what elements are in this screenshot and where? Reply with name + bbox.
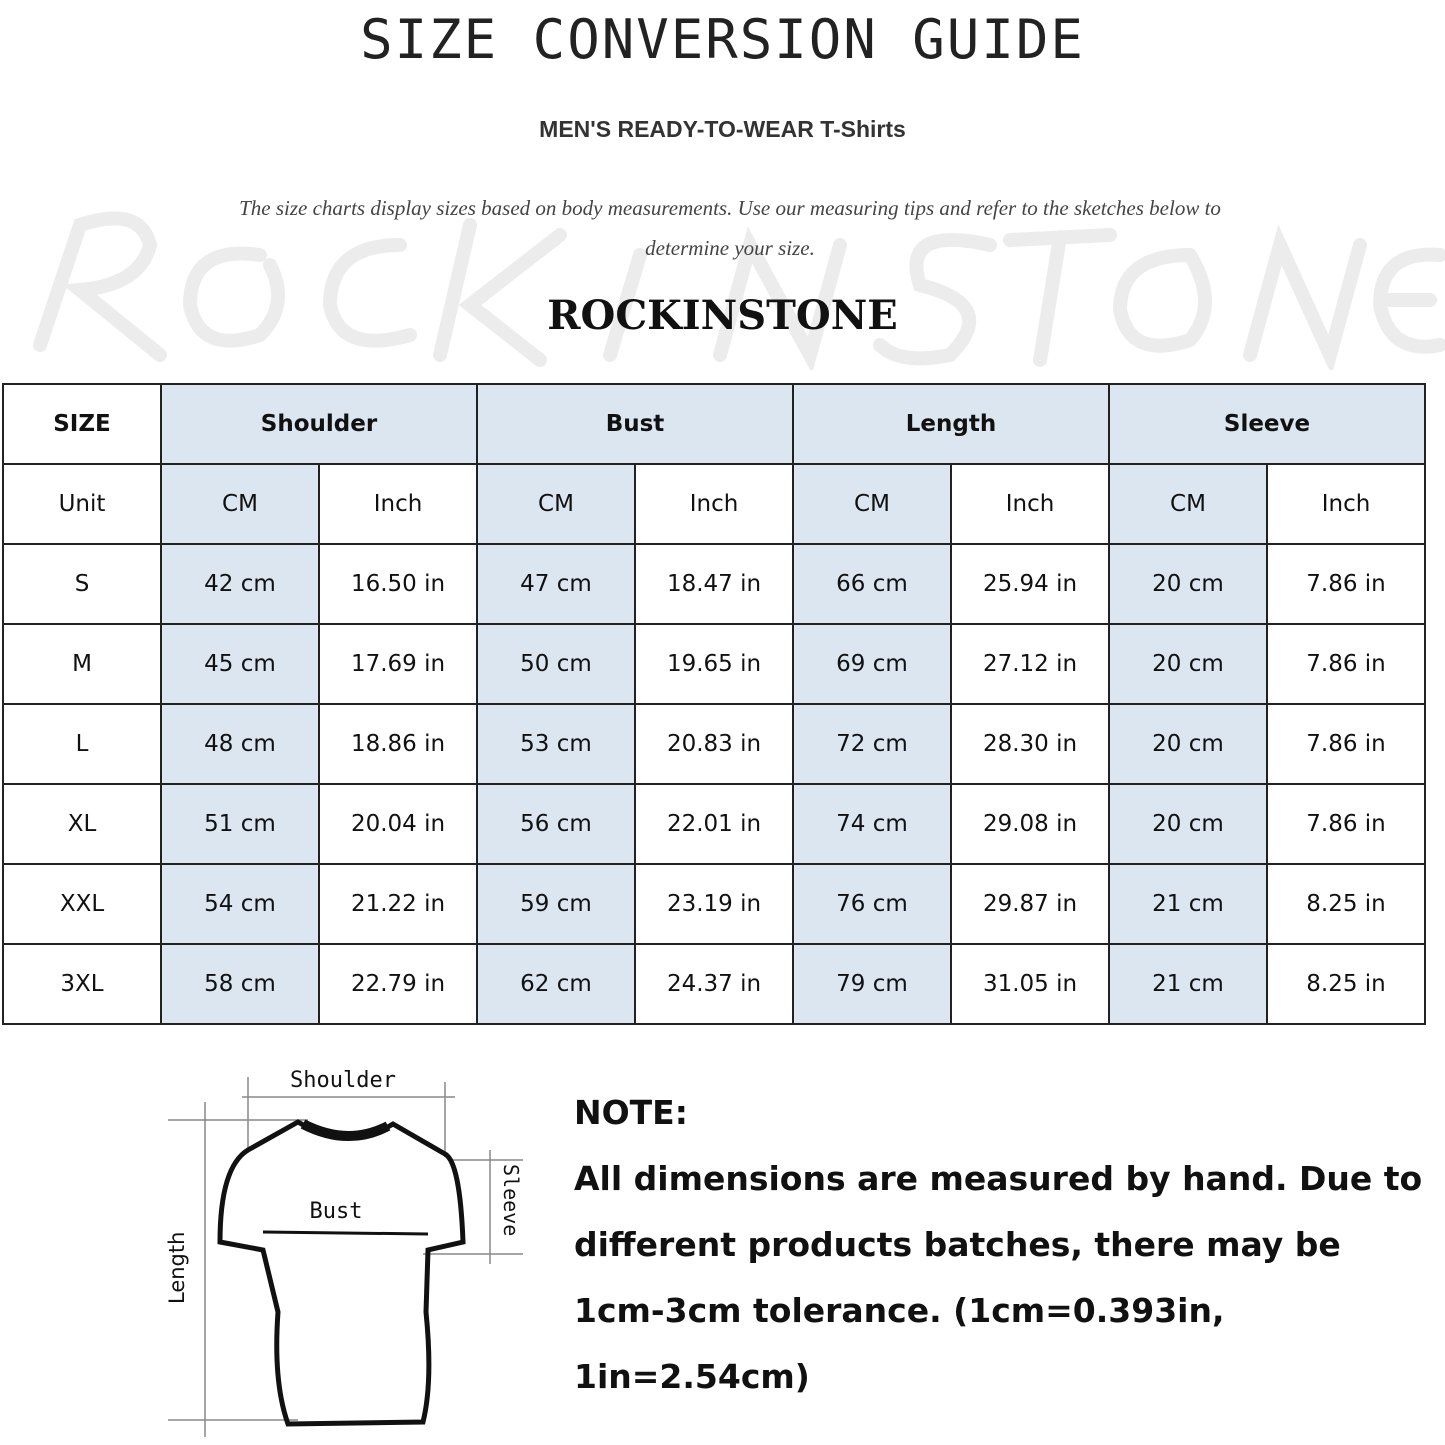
shoulder-label: Shoulder	[290, 1068, 396, 1093]
inch-value-cell: 17.69 in	[318, 623, 478, 705]
inch-header: Inch	[950, 463, 1110, 545]
bust-label: Bust	[310, 1199, 363, 1224]
page-title: SIZE CONVERSION GUIDE	[360, 8, 1085, 71]
inch-value-cell: 7.86 in	[1266, 623, 1426, 705]
inch-value-cell: 16.50 in	[318, 543, 478, 625]
group-header: Shoulder	[160, 383, 478, 465]
inch-value-cell: 8.25 in	[1266, 943, 1426, 1025]
inch-header: Inch	[318, 463, 478, 545]
cm-value-cell: 59 cm	[476, 863, 636, 945]
inch-value-cell: 31.05 in	[950, 943, 1110, 1025]
unit-label: Unit	[2, 463, 162, 545]
inch-value-cell: 7.86 in	[1266, 543, 1426, 625]
size-cell: L	[2, 703, 162, 785]
description: The size charts display sizes based on b…	[239, 196, 1221, 260]
size-cell: XL	[2, 783, 162, 865]
inch-value-cell: 29.87 in	[950, 863, 1110, 945]
sleeve-label: Sleeve	[499, 1164, 523, 1236]
cm-value-cell: 47 cm	[476, 543, 636, 625]
size-cell: 3XL	[2, 943, 162, 1025]
table-row: 3XL 58 cm 22.79 in 62 cm 24.37 in 79 cm 31.05 …	[2, 943, 1426, 1025]
cm-value-cell: 20 cm	[1108, 623, 1268, 705]
cm-value-cell: 66 cm	[792, 543, 952, 625]
cm-value-cell: 45 cm	[160, 623, 320, 705]
cm-value-cell: 72 cm	[792, 703, 952, 785]
watermark-brush-strokes	[33, 211, 1445, 370]
cm-value-cell: 58 cm	[160, 943, 320, 1025]
measurement-guides	[168, 1077, 523, 1437]
tshirt-measurement-diagram: Shoulder Bust Sleeve Length	[165, 1068, 523, 1437]
size-cell: M	[2, 623, 162, 705]
cm-value-cell: 62 cm	[476, 943, 636, 1025]
table-row: XXL 54 cm 21.22 in 59 cm 23.19 in 76 cm 29.87 …	[2, 863, 1426, 945]
cm-value-cell: 56 cm	[476, 783, 636, 865]
inch-value-cell: 25.94 in	[950, 543, 1110, 625]
table-row: L 48 cm 18.86 in 53 cm 20.83 in 72 cm 28.30 in…	[2, 703, 1426, 785]
note: NOTE: All dimensions are measured by han…	[574, 1080, 1424, 1410]
group-header-row: SIZE Shoulder Bust Length Sleeve	[2, 383, 1426, 465]
page-subtitle: MEN'S READY-TO-WEAR T-Shirts	[539, 116, 906, 142]
cm-value-cell: 53 cm	[476, 703, 636, 785]
inch-value-cell: 27.12 in	[950, 623, 1110, 705]
cm-value-cell: 54 cm	[160, 863, 320, 945]
inch-value-cell: 22.79 in	[318, 943, 478, 1025]
cm-value-cell: 74 cm	[792, 783, 952, 865]
inch-value-cell: 20.83 in	[634, 703, 794, 785]
cm-value-cell: 21 cm	[1108, 863, 1268, 945]
inch-value-cell: 18.86 in	[318, 703, 478, 785]
inch-value-cell: 7.86 in	[1266, 703, 1426, 785]
inch-value-cell: 18.47 in	[634, 543, 794, 625]
size-table: SIZE Shoulder Bust Length Sleeve Unit CM…	[2, 383, 1426, 1025]
inch-header: Inch	[1266, 463, 1426, 545]
cm-value-cell: 21 cm	[1108, 943, 1268, 1025]
cm-header: CM	[1108, 463, 1268, 545]
group-header: Sleeve	[1108, 383, 1426, 465]
cm-value-cell: 48 cm	[160, 703, 320, 785]
inch-value-cell: 21.22 in	[318, 863, 478, 945]
size-header: SIZE	[2, 383, 162, 465]
note-heading: NOTE:	[574, 1093, 688, 1132]
cm-header: CM	[476, 463, 636, 545]
table-row: M 45 cm 17.69 in 50 cm 19.65 in 69 cm 27.12 in…	[2, 623, 1426, 705]
inch-value-cell: 29.08 in	[950, 783, 1110, 865]
inch-value-cell: 7.86 in	[1266, 783, 1426, 865]
group-header: Length	[792, 383, 1110, 465]
unit-row: Unit CM Inch CM Inch CM Inch CM Inch	[2, 463, 1426, 545]
inch-value-cell: 20.04 in	[318, 783, 478, 865]
cm-value-cell: 42 cm	[160, 543, 320, 625]
cm-value-cell: 69 cm	[792, 623, 952, 705]
inch-value-cell: 24.37 in	[634, 943, 794, 1025]
cm-value-cell: 20 cm	[1108, 703, 1268, 785]
inch-value-cell: 22.01 in	[634, 783, 794, 865]
length-label: Length	[165, 1232, 189, 1304]
brand-name: ROCKINSTONE	[547, 292, 898, 339]
inch-value-cell: 23.19 in	[634, 863, 794, 945]
inch-header: Inch	[634, 463, 794, 545]
cm-value-cell: 79 cm	[792, 943, 952, 1025]
cm-value-cell: 20 cm	[1108, 543, 1268, 625]
size-cell: S	[2, 543, 162, 625]
cm-header: CM	[792, 463, 952, 545]
cm-value-cell: 76 cm	[792, 863, 952, 945]
inch-value-cell: 28.30 in	[950, 703, 1110, 785]
cm-value-cell: 50 cm	[476, 623, 636, 705]
inch-value-cell: 19.65 in	[634, 623, 794, 705]
table-row: S 42 cm 16.50 in 47 cm 18.47 in 66 cm 25.94 in…	[2, 543, 1426, 625]
table-row: XL 51 cm 20.04 in 56 cm 22.01 in 74 cm 29.08 i…	[2, 783, 1426, 865]
cm-value-cell: 20 cm	[1108, 783, 1268, 865]
inch-value-cell: 8.25 in	[1266, 863, 1426, 945]
group-header: Bust	[476, 383, 794, 465]
brand-watermark	[33, 211, 1445, 370]
size-cell: XXL	[2, 863, 162, 945]
note-body: All dimensions are measured by hand. Due…	[574, 1159, 1423, 1396]
cm-header: CM	[160, 463, 320, 545]
cm-value-cell: 51 cm	[160, 783, 320, 865]
tshirt-icon	[217, 1119, 466, 1427]
